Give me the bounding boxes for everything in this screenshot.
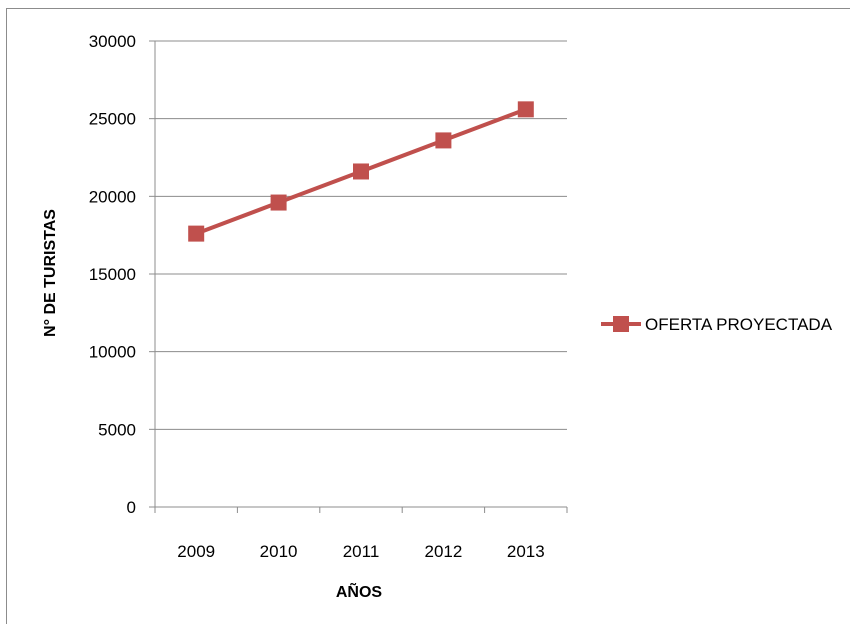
legend-label: OFERTA PROYECTADA [645,315,833,334]
gridlines [149,40,568,513]
y-tick-label: 0 [127,498,136,517]
x-tick-label: 2013 [507,542,545,561]
y-tick-label: 15000 [89,265,136,284]
x-tick-label: 2012 [424,542,462,561]
x-tick-label: 2009 [177,542,215,561]
y-tick-label: 10000 [89,343,136,362]
data-point [188,225,205,242]
legend: OFERTA PROYECTADA [601,315,833,334]
y-tick-label: 30000 [89,32,136,51]
chart-area [6,8,850,624]
legend-marker [613,316,629,332]
y-tick-label: 5000 [98,420,136,439]
x-axis-ticks: 2009 2010 2011 2012 2013 [177,542,544,561]
x-tick-label: 2011 [343,542,380,561]
x-tick-label: 2010 [260,542,298,561]
data-point [435,132,452,149]
y-tick-label: 25000 [89,110,136,129]
data-point [353,163,369,180]
y-axis-title: N° DE TURISTAS [42,209,59,337]
data-point [517,101,534,118]
series-layer [188,101,534,242]
data-point [270,194,287,211]
y-axis-ticks: 0 5000 10000 15000 20000 25000 30000 [89,32,136,517]
x-axis-title: AÑOS [336,581,383,601]
y-tick-label: 20000 [89,187,136,206]
